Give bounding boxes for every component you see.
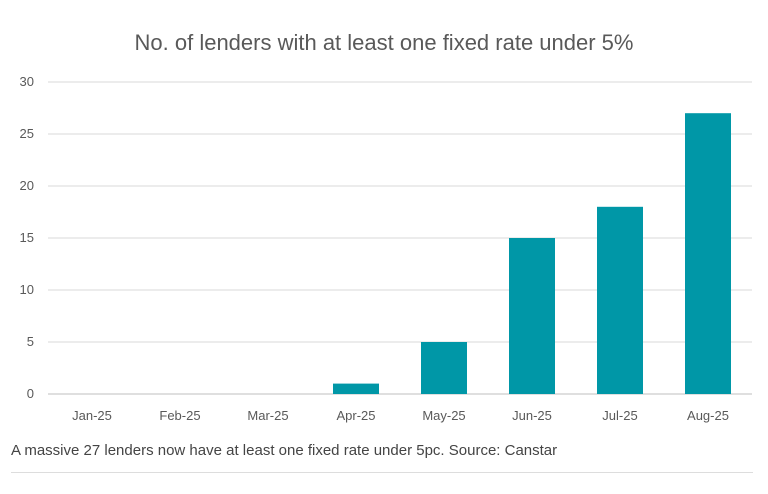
x-tick-label: Aug-25 <box>687 408 729 423</box>
x-tick-label: Mar-25 <box>247 408 288 423</box>
x-tick-label: May-25 <box>422 408 465 423</box>
x-tick-label: Feb-25 <box>159 408 200 423</box>
bar <box>685 113 731 394</box>
divider <box>11 472 753 473</box>
image-caption: A massive 27 lenders now have at least o… <box>11 442 558 459</box>
y-tick-label: 0 <box>27 386 34 401</box>
chart-container: No. of lenders with at least one fixed r… <box>20 30 752 423</box>
bar-chart: 0 5 10 15 20 25 30 Jan-25 Feb-25 Mar-25 Apr-25 May-… <box>20 74 752 423</box>
y-tick-label: 30 <box>20 74 34 89</box>
bar <box>421 342 467 394</box>
x-tick-label: Jun-25 <box>512 408 552 423</box>
y-tick-label: 25 <box>20 126 34 141</box>
bar <box>509 238 555 394</box>
y-tick-label: 20 <box>20 178 34 193</box>
y-tick-label: 15 <box>20 230 34 245</box>
bar <box>333 383 379 394</box>
x-tick-label: Apr-25 <box>336 408 375 423</box>
bar <box>597 206 643 394</box>
x-tick-label: Jan-25 <box>72 408 112 423</box>
chart-title: No. of lenders with at least one fixed r… <box>134 30 634 55</box>
y-tick-label: 5 <box>27 334 34 349</box>
y-tick-label: 10 <box>20 282 34 297</box>
x-tick-label: Jul-25 <box>602 408 637 423</box>
